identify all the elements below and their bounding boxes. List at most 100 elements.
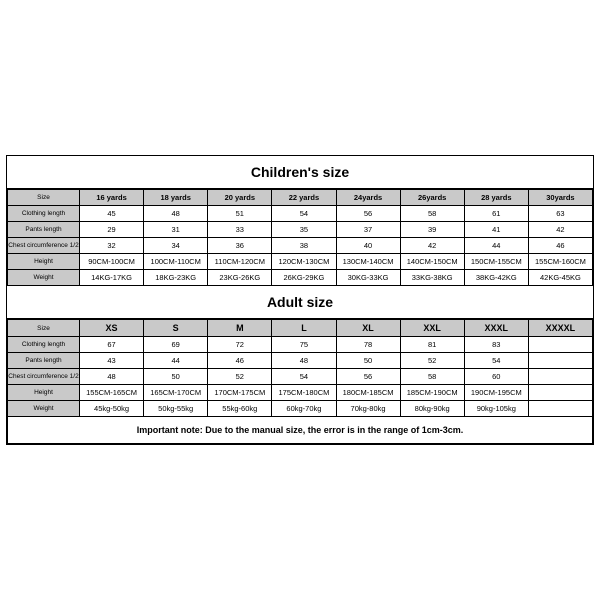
cell: 42: [528, 222, 592, 238]
children-col-7: 30yards: [528, 190, 592, 206]
adult-col-6: XXXL: [464, 320, 528, 337]
table-row: Chest circumference 1/2 48 50 52 54 56 5…: [8, 369, 593, 385]
cell: 78: [336, 337, 400, 353]
cell: 63: [528, 206, 592, 222]
cell: 60: [464, 369, 528, 385]
cell: 42KG-45KG: [528, 270, 592, 286]
cell: 33: [208, 222, 272, 238]
adult-title: Adult size: [7, 286, 593, 319]
cell: 36: [208, 238, 272, 254]
cell: 90kg-105kg: [464, 401, 528, 417]
row-label: Height: [8, 385, 80, 401]
children-col-6: 28 yards: [464, 190, 528, 206]
cell: 155CM-165CM: [80, 385, 144, 401]
cell: 40: [336, 238, 400, 254]
cell: 180CM-185CM: [336, 385, 400, 401]
children-header-label: Size: [8, 190, 80, 206]
cell: 30KG-33KG: [336, 270, 400, 286]
cell: 38: [272, 238, 336, 254]
size-chart: Children's size Size 16 yards 18 yards 2…: [6, 155, 594, 445]
row-label: Weight: [8, 401, 80, 417]
cell: 34: [144, 238, 208, 254]
cell: 35: [272, 222, 336, 238]
cell: 52: [208, 369, 272, 385]
cell: 55kg-60kg: [208, 401, 272, 417]
cell: 50: [336, 353, 400, 369]
row-label: Chest circumference 1/2: [8, 238, 80, 254]
cell: 39: [400, 222, 464, 238]
table-row: Pants length 29 31 33 35 37 39 41 42: [8, 222, 593, 238]
cell: 170CM-175CM: [208, 385, 272, 401]
important-note: Important note: Due to the manual size, …: [8, 417, 593, 444]
row-label: Clothing length: [8, 337, 80, 353]
cell: 100CM-110CM: [144, 254, 208, 270]
cell: 46: [528, 238, 592, 254]
children-col-2: 20 yards: [208, 190, 272, 206]
cell: 67: [80, 337, 144, 353]
cell: 190CM-195CM: [464, 385, 528, 401]
cell: 90CM-100CM: [80, 254, 144, 270]
cell: 54: [464, 353, 528, 369]
children-col-5: 26yards: [400, 190, 464, 206]
cell: 54: [272, 206, 336, 222]
cell: [528, 337, 592, 353]
cell: 41: [464, 222, 528, 238]
cell: 32: [80, 238, 144, 254]
cell: 33KG-38KG: [400, 270, 464, 286]
row-label: Chest circumference 1/2: [8, 369, 80, 385]
cell: 165CM-170CM: [144, 385, 208, 401]
cell: 83: [464, 337, 528, 353]
adult-col-2: M: [208, 320, 272, 337]
cell: 130CM-140CM: [336, 254, 400, 270]
cell: 26KG-29KG: [272, 270, 336, 286]
table-row: Pants length 43 44 46 48 50 52 54: [8, 353, 593, 369]
cell: 50kg-55kg: [144, 401, 208, 417]
table-row: Weight 45kg-50kg 50kg-55kg 55kg-60kg 60k…: [8, 401, 593, 417]
adult-col-5: XXL: [400, 320, 464, 337]
table-row: Clothing length 45 48 51 54 56 58 61 63: [8, 206, 593, 222]
cell: 38KG-42KG: [464, 270, 528, 286]
cell: 60kg-70kg: [272, 401, 336, 417]
adult-col-4: XL: [336, 320, 400, 337]
cell: 81: [400, 337, 464, 353]
cell: 75: [272, 337, 336, 353]
row-label: Pants length: [8, 353, 80, 369]
cell: 37: [336, 222, 400, 238]
table-row: Chest circumference 1/2 32 34 36 38 40 4…: [8, 238, 593, 254]
children-size-table: Size 16 yards 18 yards 20 yards 22 yards…: [7, 189, 593, 286]
cell: 58: [400, 369, 464, 385]
children-col-3: 22 yards: [272, 190, 336, 206]
adult-col-0: XS: [80, 320, 144, 337]
adult-header-label: Size: [8, 320, 80, 337]
cell: [528, 353, 592, 369]
cell: 45kg-50kg: [80, 401, 144, 417]
cell: 48: [144, 206, 208, 222]
cell: 46: [208, 353, 272, 369]
cell: 51: [208, 206, 272, 222]
children-col-4: 24yards: [336, 190, 400, 206]
cell: 155CM-160CM: [528, 254, 592, 270]
cell: 120CM-130CM: [272, 254, 336, 270]
cell: 42: [400, 238, 464, 254]
adult-size-table: Size XS S M L XL XXL XXXL XXXXL Clothing…: [7, 319, 593, 444]
cell: 70kg-80kg: [336, 401, 400, 417]
children-header-row: Size 16 yards 18 yards 20 yards 22 yards…: [8, 190, 593, 206]
table-row: Clothing length 67 69 72 75 78 81 83: [8, 337, 593, 353]
children-title: Children's size: [7, 156, 593, 189]
cell: 140CM-150CM: [400, 254, 464, 270]
cell: 56: [336, 369, 400, 385]
cell: 48: [272, 353, 336, 369]
table-row: Weight 14KG-17KG 18KG-23KG 23KG-26KG 26K…: [8, 270, 593, 286]
cell: 48: [80, 369, 144, 385]
adult-col-7: XXXXL: [528, 320, 592, 337]
cell: [528, 401, 592, 417]
cell: 50: [144, 369, 208, 385]
table-row: Height 90CM-100CM 100CM-110CM 110CM-120C…: [8, 254, 593, 270]
cell: 44: [144, 353, 208, 369]
cell: 110CM-120CM: [208, 254, 272, 270]
cell: 31: [144, 222, 208, 238]
cell: 23KG-26KG: [208, 270, 272, 286]
adult-header-row: Size XS S M L XL XXL XXXL XXXXL: [8, 320, 593, 337]
row-label: Weight: [8, 270, 80, 286]
row-label: Clothing length: [8, 206, 80, 222]
